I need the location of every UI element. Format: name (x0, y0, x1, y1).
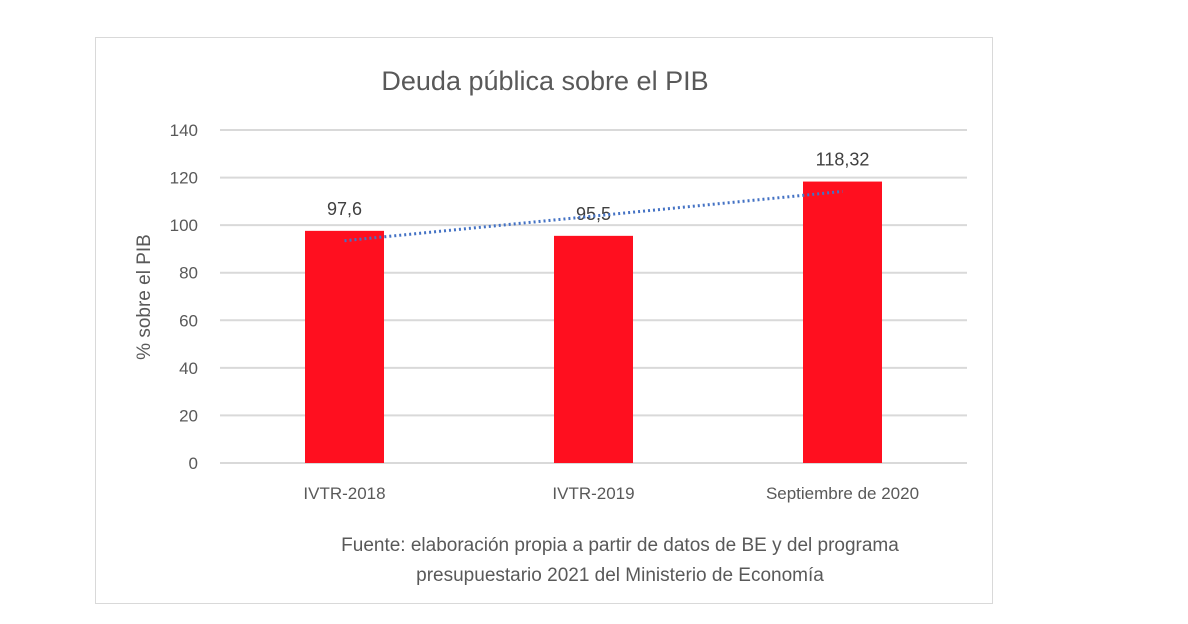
y-tick-label: 20 (179, 406, 198, 425)
data-label: 118,32 (816, 150, 870, 170)
x-tick-label: IVTR-2019 (552, 484, 634, 503)
chart-title: Deuda pública sobre el PIB (381, 66, 708, 96)
y-tick-label: 80 (179, 264, 198, 283)
data-label: 97,6 (327, 199, 362, 219)
y-tick-label: 120 (170, 169, 198, 188)
y-tick-label: 100 (170, 216, 198, 235)
y-tick-label: 60 (179, 311, 198, 330)
x-tick-label: IVTR-2018 (303, 484, 385, 503)
y-tick-label: 40 (179, 359, 198, 378)
data-label: 95,5 (576, 204, 611, 224)
bar (803, 181, 882, 463)
trendline (344, 189, 843, 243)
y-axis-label: % sobre el PIB (134, 234, 155, 360)
x-tick-label: Septiembre de 2020 (766, 484, 919, 503)
source-line-2: presupuestario 2021 del Ministerio de Ec… (416, 565, 824, 586)
bar (554, 235, 633, 463)
chart-frame (95, 37, 993, 604)
y-tick-label: 140 (170, 121, 198, 140)
source-line-1: Fuente: elaboración propia a partir de d… (341, 535, 899, 556)
y-tick-label: 0 (189, 454, 198, 473)
bar (305, 230, 384, 463)
